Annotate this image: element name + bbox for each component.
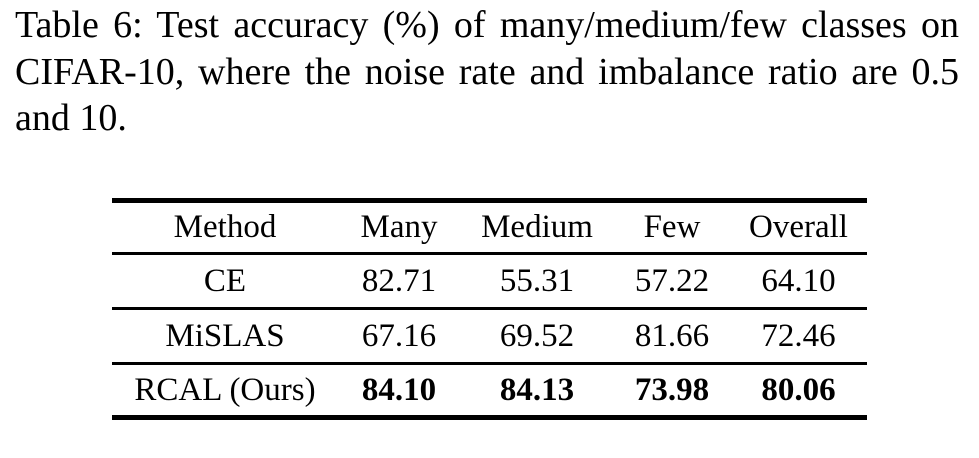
value-cell: 72.46 (761, 317, 836, 354)
value-cell: 73.98 (634, 371, 710, 408)
table-row-ce: CE 82.71 55.31 57.22 64.10 (112, 254, 867, 309)
caption-line-1: Table 6: Test accuracy (%) of many/mediu… (15, 4, 959, 46)
value-cell: 55.31 (499, 262, 575, 299)
value-cell: 57.22 (634, 262, 710, 299)
caption-line-3: and 10. (15, 97, 127, 139)
value-cell: 80.06 (761, 371, 836, 408)
method-cell: CE (203, 262, 247, 299)
value-cell: 81.66 (634, 317, 710, 354)
value-cell: 64.10 (761, 262, 836, 299)
table-caption: Table 6: Test accuracy (%) of many/mediu… (15, 2, 959, 142)
method-cell: MiSLAS (165, 317, 285, 354)
column-header-few: Few (643, 209, 701, 245)
column-header-overall: Overall (749, 209, 848, 245)
value-cell: 84.13 (499, 371, 575, 408)
column-header-method: Method (173, 209, 277, 245)
caption-line-2: CIFAR-10, where the noise rate and imbal… (15, 50, 959, 93)
value-cell: 67.16 (361, 317, 437, 354)
table-row-rcal: RCAL (Ours) 84.10 84.13 73.98 80.06 (112, 364, 867, 418)
results-table: Method Many Medium Few Overall CE 82.71 … (112, 198, 867, 420)
column-header-many: Many (360, 209, 438, 245)
method-cell: RCAL (Ours) (134, 371, 316, 408)
value-cell: 82.71 (361, 262, 437, 299)
value-cell: 69.52 (499, 317, 575, 354)
value-cell: 84.10 (361, 371, 437, 408)
column-header-medium: Medium (481, 209, 593, 245)
table-row-mislas: MiSLAS 67.16 69.52 81.66 72.46 (112, 309, 867, 364)
table-header-row: Method Many Medium Few Overall (112, 201, 867, 254)
